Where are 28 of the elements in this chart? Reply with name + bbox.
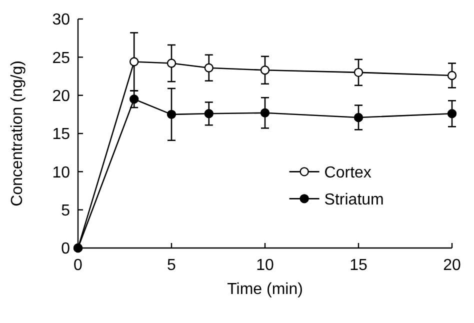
x-tick-label: 15 xyxy=(350,257,368,274)
x-tick-label: 10 xyxy=(256,257,274,274)
y-tick-label: 15 xyxy=(52,126,70,144)
y-tick-label: 25 xyxy=(52,50,70,67)
point xyxy=(130,94,139,104)
point xyxy=(447,70,457,80)
point xyxy=(447,109,457,118)
point xyxy=(166,58,176,68)
y-tick-label: 10 xyxy=(52,164,70,182)
y-axis-title: Concentration (ng/g) xyxy=(9,60,26,206)
point xyxy=(130,57,139,66)
point xyxy=(204,109,214,118)
point xyxy=(204,63,214,72)
legend-label: Cortex xyxy=(324,164,372,182)
x-axis-title: Time (min) xyxy=(227,281,303,298)
point xyxy=(166,110,176,120)
x-tick-label: 20 xyxy=(443,257,461,274)
point xyxy=(260,108,270,118)
point xyxy=(354,68,364,78)
y-tick-label: 20 xyxy=(52,88,70,105)
y-tick-label: 5 xyxy=(61,202,70,220)
x-tick-label: 0 xyxy=(74,257,83,274)
x-tick-label: 5 xyxy=(167,257,176,274)
legend-label: Striatum xyxy=(324,191,384,208)
y-tick-label: 30 xyxy=(52,12,70,29)
y-tick-label: 0 xyxy=(61,240,70,258)
point xyxy=(354,112,364,122)
point xyxy=(260,66,270,75)
